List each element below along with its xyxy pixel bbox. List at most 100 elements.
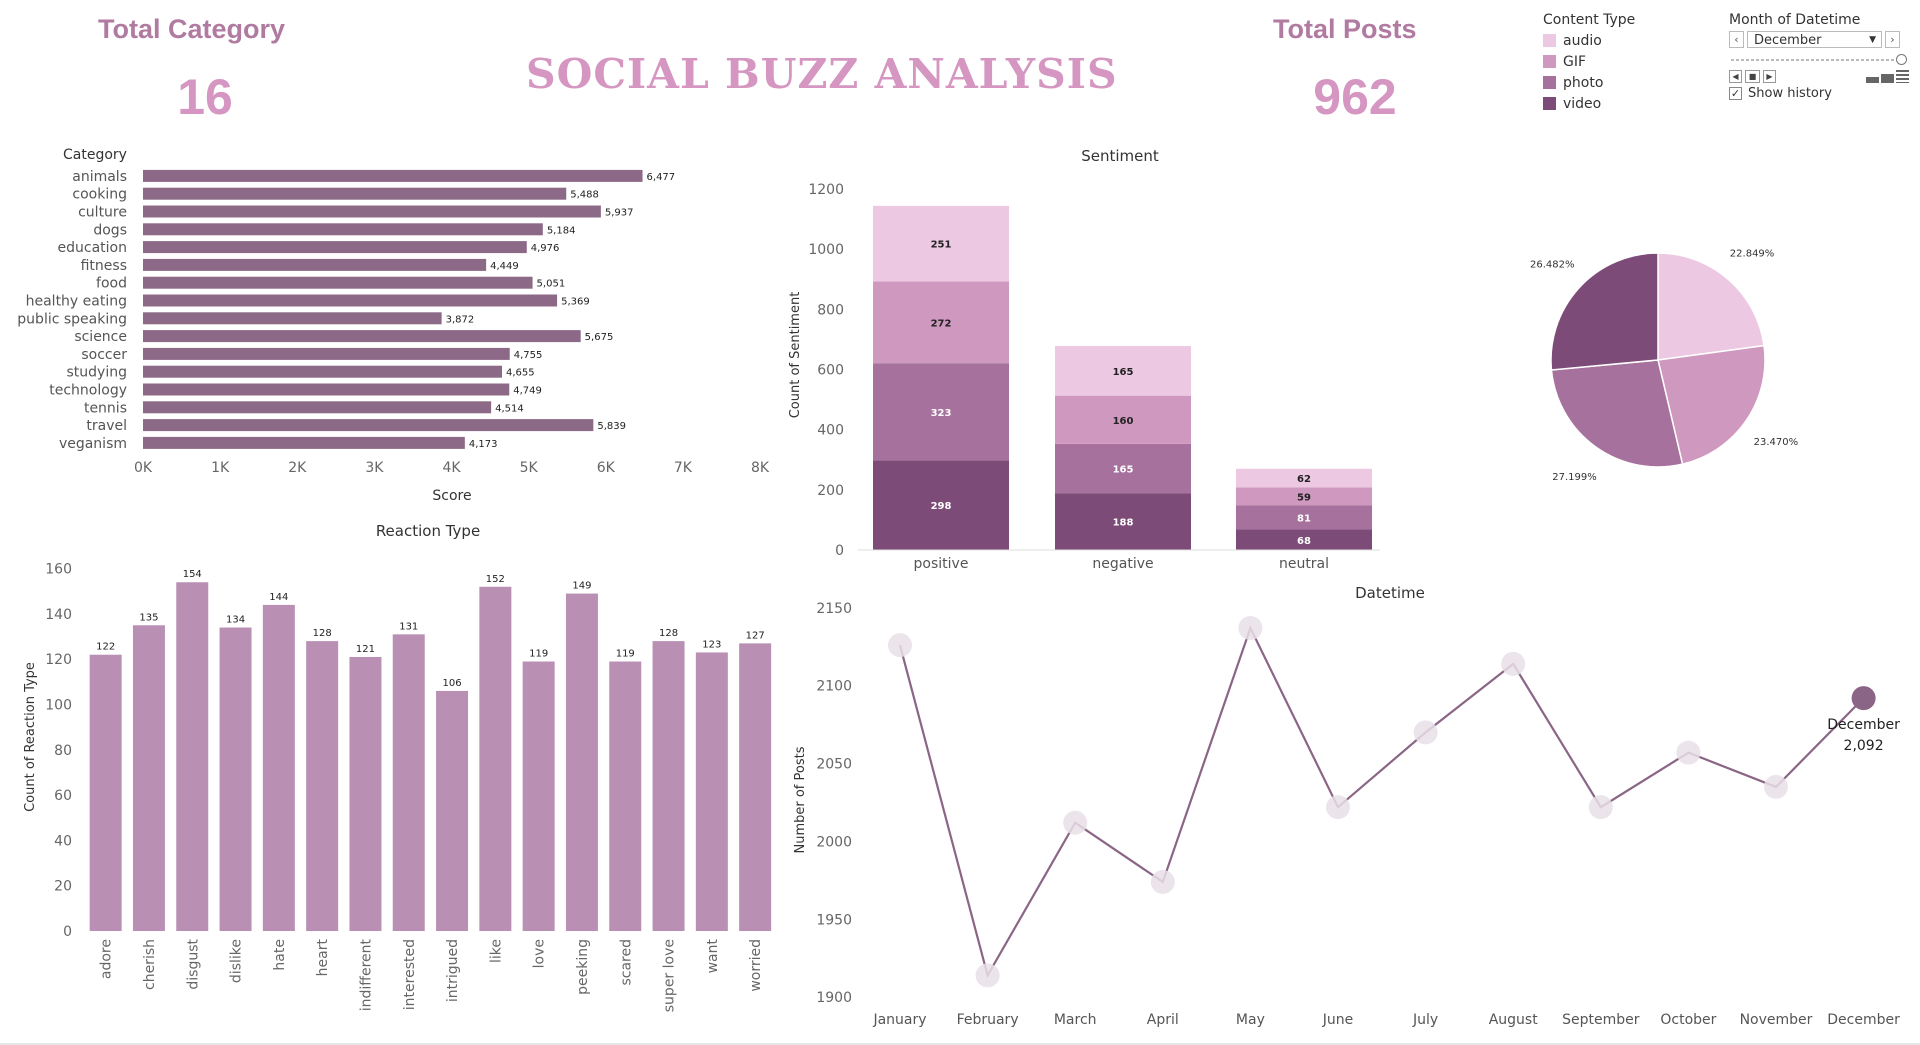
month-filter: Month of Datetime ‹ December ▼ › ◀ ■ ▶ ✓… [1729,12,1909,101]
data-label: 4,514 [495,403,524,414]
reaction-bar [306,641,339,931]
sentiment-bar-segment [873,281,1009,364]
data-label: 165 [1113,465,1134,476]
show-history-checkbox[interactable]: ✓ [1729,87,1742,100]
data-label: 134 [226,615,245,626]
total-category-value: 16 [177,69,233,125]
y-tick-label: 600 [817,363,844,379]
legend-item-audio[interactable]: audio [1543,30,1683,51]
x-tick-label: interested [402,939,418,1010]
step-back-button[interactable]: ◀ [1729,70,1742,83]
sentiment-bar-segment [1236,468,1372,488]
y-tick-label: 160 [45,562,72,578]
highlight-value: 2,092 [1844,738,1884,754]
data-label: 5,488 [570,190,599,201]
data-label: 5,937 [605,208,634,219]
x-tick-label: September [1562,1012,1640,1028]
datetime-chart-title: Datetime [1355,584,1425,602]
line-point [1851,686,1876,711]
data-label: 5,839 [597,421,626,432]
x-tick-label: heart [315,938,331,976]
category-bar [143,276,533,289]
category-bar [143,330,581,343]
data-label: 4,449 [490,261,519,272]
data-label: 251 [931,240,952,251]
sentiment-bar-segment [1055,395,1191,444]
sentiment-bar-segment [1055,346,1191,396]
reaction-bar [262,604,295,931]
x-tick-label: 5K [520,460,539,476]
total-posts-label: Total Posts [1273,14,1417,44]
sentiment-bar-segment [1055,443,1191,494]
x-tick-label: hate [272,939,288,971]
month-select[interactable]: December ▼ [1747,31,1882,48]
x-tick-label: 3K [365,460,384,476]
pie-slices: 22.849% 23.470% 27.199% 26.482% [1530,248,1798,483]
y-tick-label: 20 [54,879,72,895]
legend-item-gif[interactable]: GIF [1543,51,1683,72]
x-tick-label: intrigued [445,939,461,1002]
sentiment-chart-title: Sentiment [1081,147,1159,165]
data-label: 5,675 [585,332,614,343]
month-slider[interactable] [1729,53,1909,67]
speed-fast-icon[interactable] [1896,70,1909,83]
line-point [1764,774,1788,799]
slider-handle[interactable] [1896,54,1907,65]
sentiment-bar-segment [873,205,1009,282]
data-label: 6,477 [647,172,676,183]
chevron-down-icon: ▼ [1869,35,1876,45]
line-series: 1900 1950 2000 2050 2100 2150 January February M… [816,601,1900,1028]
y-tick-label: 400 [817,423,844,439]
legend-item-photo[interactable]: photo [1543,72,1683,93]
category-bar [143,365,503,378]
category-label: technology [49,383,127,399]
reaction-bar [436,690,469,931]
y-tick-label: 60 [54,788,72,804]
y-tick-label: 120 [45,652,72,668]
data-label: 119 [616,649,635,660]
data-label: 122 [96,642,115,653]
reaction-bar [522,661,555,931]
previous-month-button[interactable]: ‹ [1729,31,1744,48]
reaction-bars: 0 20 40 60 80 100 120 140 160 122 adore 135 cherish 1… [45,562,772,1012]
category-label: science [74,329,127,345]
speed-slow-icon[interactable] [1866,70,1879,83]
sentiment-bar-segment [1236,487,1372,506]
step-forward-button[interactable]: ▶ [1763,70,1776,83]
x-tick-label: 1K [211,460,230,476]
category-label: dogs [93,222,127,238]
y-tick-label: 0 [835,543,844,559]
legend-swatch [1543,34,1556,47]
category-label: veganism [59,436,127,452]
play-button[interactable]: ■ [1745,70,1760,83]
data-label: 152 [486,574,505,585]
y-tick-label: 2000 [816,834,852,850]
line-point [1501,651,1526,676]
speed-medium-icon[interactable] [1881,70,1894,83]
legend-label: photo [1563,74,1604,91]
category-label: education [58,240,127,256]
y-axis-label: Number of Posts [793,746,808,853]
y-tick-label: 40 [54,833,72,849]
reaction-bar [479,586,512,931]
show-history-toggle[interactable]: ✓ Show history [1729,86,1909,101]
data-label: 135 [139,612,158,623]
y-axis-label: Count of Reaction Type [23,662,38,812]
data-label: 5,051 [537,279,566,290]
legend-swatch [1543,97,1556,110]
legend-label: GIF [1563,53,1587,70]
data-label: 4,749 [513,386,542,397]
x-axis-label: Score [432,488,471,504]
reaction-bar [739,643,772,931]
category-header: Category [63,147,127,163]
x-tick-label: October [1660,1012,1716,1028]
content-type-pie: 22.849% 23.470% 27.199% 26.482% [1530,248,1798,483]
x-tick-label: like [488,939,504,963]
category-bar [143,419,594,432]
y-tick-label: 200 [817,483,844,499]
legend-item-video[interactable]: video [1543,93,1683,114]
legend-label: video [1563,95,1602,112]
next-month-button[interactable]: › [1885,31,1900,48]
line-point [1588,795,1613,820]
sentiment-bar-segment [873,363,1009,461]
